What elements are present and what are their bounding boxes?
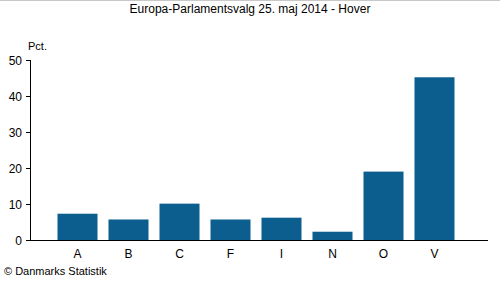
x-axis: ABCFINOV xyxy=(73,247,438,261)
x-tick-label: C xyxy=(175,247,184,261)
bar xyxy=(415,77,455,240)
y-tick-label: 10 xyxy=(9,198,23,212)
y-tick xyxy=(26,96,30,97)
y-tick xyxy=(26,60,30,61)
bar xyxy=(364,172,404,240)
bar xyxy=(211,219,251,240)
chart-container: Europa-Parlamentsvalg 25. maj 2014 - Hov… xyxy=(0,0,500,282)
page: {"chart_data": {"type": "bar", "title": … xyxy=(0,0,500,282)
y-axis: 0 10 20 30 40 50 xyxy=(9,54,30,248)
y-tick xyxy=(26,240,30,241)
bars xyxy=(58,77,455,240)
x-tick-label: A xyxy=(73,247,81,261)
y-tick-label: 20 xyxy=(9,162,23,176)
x-tick-label: B xyxy=(124,247,132,261)
x-tick-label: V xyxy=(430,247,438,261)
chart-svg: Europa-Parlamentsvalg 25. maj 2014 - Hov… xyxy=(0,0,500,282)
x-tick-label: N xyxy=(328,247,337,261)
y-tick-label: 30 xyxy=(9,126,23,140)
title: Europa-Parlamentsvalg 25. maj 2014 - Hov… xyxy=(130,2,371,16)
x-tick-label: I xyxy=(280,247,283,261)
top-border xyxy=(0,0,500,1)
bar xyxy=(313,232,353,240)
y-axis-line xyxy=(30,60,31,240)
bar xyxy=(262,218,302,240)
y-tick xyxy=(26,132,30,133)
y-tick-label: 0 xyxy=(15,234,22,248)
y-tick xyxy=(26,204,30,205)
bar xyxy=(109,219,149,240)
bar xyxy=(160,204,200,240)
y-tick-label: 40 xyxy=(9,90,23,104)
bar xyxy=(58,214,98,240)
x-axis-line xyxy=(30,240,488,241)
y-tick xyxy=(26,168,30,169)
background xyxy=(0,0,500,282)
source: © Danmarks Statistik xyxy=(4,265,107,277)
y-axis-label: Pct. xyxy=(28,40,47,52)
y-tick-label: 50 xyxy=(9,54,23,68)
x-tick-label: F xyxy=(227,247,234,261)
x-tick-label: O xyxy=(379,247,388,261)
